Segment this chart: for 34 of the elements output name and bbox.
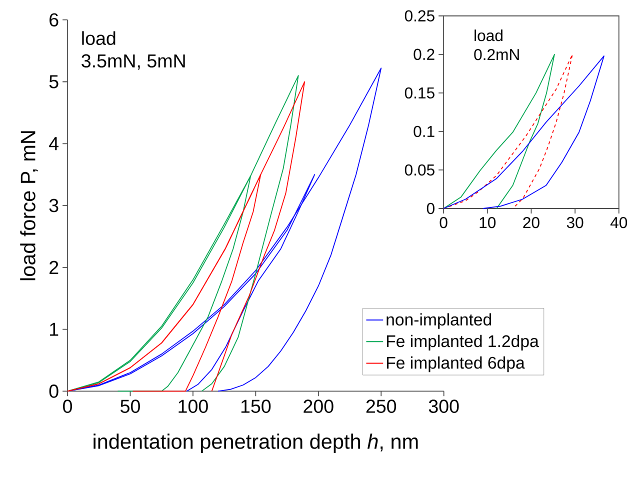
legend-label: non-implanted [386,313,492,330]
y-tick-label: 5 [49,75,58,89]
y-tick-label: 0.1 [414,126,434,138]
y-tick-label: 0 [426,203,434,214]
x-tick-label: 150 [241,400,271,414]
y-tick-label: 3 [49,199,58,212]
y-tick-label: 0.05 [404,164,434,176]
y-tick-label: 0.2 [414,49,434,60]
x-tick-label: 300 [428,400,459,414]
annotation: load [82,31,116,46]
y-tick-label: 0.15 [404,88,434,99]
x-tick-label: 100 [178,400,208,414]
y-tick-label: 1 [50,323,58,336]
y-tick-label: 2 [50,261,58,274]
legend-label: Fe implanted 6dpa [386,356,525,372]
y-axis-title: load force P, mN [20,131,38,280]
x-tick-label: 40 [610,217,628,228]
x-tick-label: 50 [120,400,140,414]
x-tick-label: 250 [366,400,396,414]
y-tick-label: 0 [49,384,58,398]
x-axis-title: indentation penetration depth h, nm [94,434,418,454]
x-tick-label: 0 [63,400,72,414]
x-tick-label: 30 [566,217,584,228]
x-tick-label: 200 [304,400,334,414]
legend-label: Fe implanted 1.2dpa [386,335,539,351]
y-tick-label: 0.25 [404,10,434,22]
y-tick-label: 4 [49,137,59,150]
annotation: load [474,30,502,42]
annotation: 3.5mN, 5mN [82,54,185,70]
y-tick-label: 6 [50,13,58,27]
x-tick-label: 20 [523,217,540,228]
x-tick-label: 10 [480,217,496,228]
x-tick-label: 0 [440,217,448,228]
annotation: 0.2mN [474,49,519,60]
